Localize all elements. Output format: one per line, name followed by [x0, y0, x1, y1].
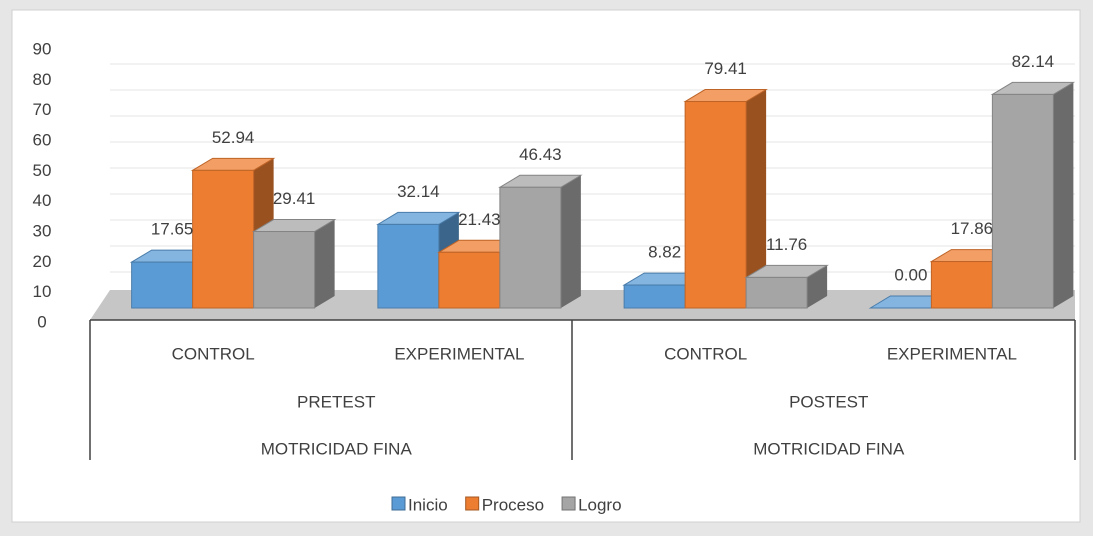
bar-side [560, 175, 581, 308]
data-label: 46.43 [519, 145, 562, 164]
y-tick-label: 60 [33, 130, 52, 149]
data-label: 11.76 [766, 235, 807, 254]
bar [253, 231, 316, 309]
legend-swatch [391, 496, 406, 511]
bar [131, 261, 194, 309]
y-tick-label: 40 [33, 191, 52, 210]
bar-side [314, 219, 335, 308]
bar [684, 101, 747, 309]
bar [745, 276, 808, 309]
y-tick-label: 80 [33, 70, 52, 89]
legend-label: Logro [578, 495, 621, 514]
data-label: 8.82 [648, 243, 681, 262]
x-tick-label: EXPERIMENTAL [394, 344, 524, 363]
group-label: POSTEST [789, 392, 868, 411]
bars [129, 81, 1076, 309]
bar [499, 186, 562, 309]
bar [192, 169, 255, 309]
bar-side [746, 89, 767, 308]
bar-side [1053, 82, 1074, 308]
bar [377, 223, 440, 309]
data-label: 79.41 [704, 59, 747, 78]
x-tick-label: CONTROL [664, 344, 747, 363]
legend-swatch [561, 496, 576, 511]
legend-label: Inicio [408, 495, 448, 514]
data-label: 21.43 [458, 210, 501, 229]
bar [438, 251, 501, 309]
bar [623, 284, 686, 309]
x-tick-label: EXPERIMENTAL [887, 344, 1017, 363]
group-label: PRETEST [297, 392, 375, 411]
floor [90, 290, 1075, 320]
y-tick-label: 0 [37, 312, 46, 331]
data-label: 29.41 [273, 189, 316, 208]
bar [930, 261, 993, 309]
y-tick-label: 50 [33, 161, 52, 180]
top-group-label: MOTRICIDAD FINA [261, 439, 413, 458]
y-tick-label: 10 [33, 282, 52, 301]
data-label: 82.14 [1012, 52, 1055, 71]
data-label: 17.65 [151, 220, 194, 239]
legend-label: Proceso [482, 495, 544, 514]
y-tick-label: 90 [33, 39, 52, 58]
x-tick-label: CONTROL [172, 344, 255, 363]
legend-swatch [465, 496, 480, 511]
data-label: 52.94 [212, 128, 255, 147]
legend [362, 485, 732, 521]
y-tick-label: 20 [33, 252, 52, 271]
top-group-label: MOTRICIDAD FINA [753, 439, 905, 458]
bar-side [807, 265, 828, 308]
data-label: 0.00 [894, 265, 927, 284]
data-label: 17.86 [951, 219, 994, 238]
data-label: 32.14 [397, 182, 440, 201]
bar [991, 93, 1054, 309]
y-tick-label: 70 [33, 100, 52, 119]
y-tick-label: 30 [33, 221, 52, 240]
